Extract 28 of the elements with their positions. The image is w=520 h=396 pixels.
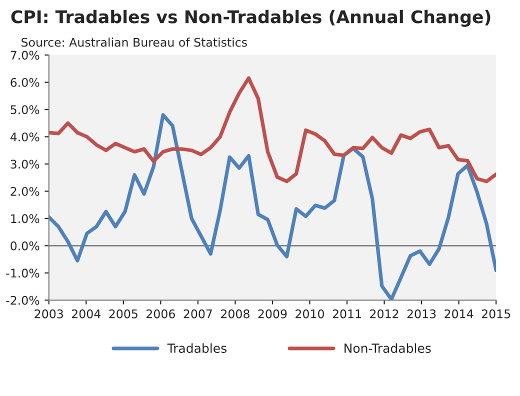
y-tick-label: 6.0%: [10, 78, 40, 87]
line-series: [48, 76, 496, 184]
chart-subtitle: Source: Australian Bureau of Statistics: [22, 38, 247, 47]
y-tick-label: 7.0%: [10, 50, 40, 60]
x-tick-label: 2014: [444, 309, 474, 318]
x-tick-label: 2009: [258, 309, 287, 318]
x-tick-label: 2013: [407, 309, 436, 318]
x-tick-label: 2015: [482, 309, 510, 318]
x-tick-label: 2004: [72, 309, 101, 318]
x-tick-label: 2012: [370, 309, 398, 318]
y-tick-label: -2.0%: [6, 296, 40, 305]
x-tick-label: 2007: [184, 309, 212, 318]
y-tick-label: 4.0%: [10, 132, 40, 142]
y-tick-label: 3.0%: [10, 160, 40, 169]
legend-label: Non-Tradables: [344, 343, 431, 353]
x-tick-label: 2008: [221, 309, 250, 318]
y-tick-label: 1.0%: [11, 214, 40, 224]
y-tick-label: 5.0%: [10, 105, 40, 114]
chart-title: CPI: Tradables vs Non-Tradables (Annual Change): [11, 10, 490, 27]
legend-label: Tradables: [167, 343, 226, 353]
x-tick-label: 2010: [296, 309, 324, 318]
x-tick-label: 2003: [34, 309, 63, 318]
y-tick-label: 0.0%: [10, 241, 40, 250]
x-tick-label: 2011: [332, 309, 361, 318]
y-tick-label: 2.0%: [10, 186, 40, 196]
y-tick-label: -1.0%: [6, 268, 40, 278]
x-tick-label: 2006: [146, 309, 175, 318]
x-tick-label: 2005: [109, 309, 138, 318]
